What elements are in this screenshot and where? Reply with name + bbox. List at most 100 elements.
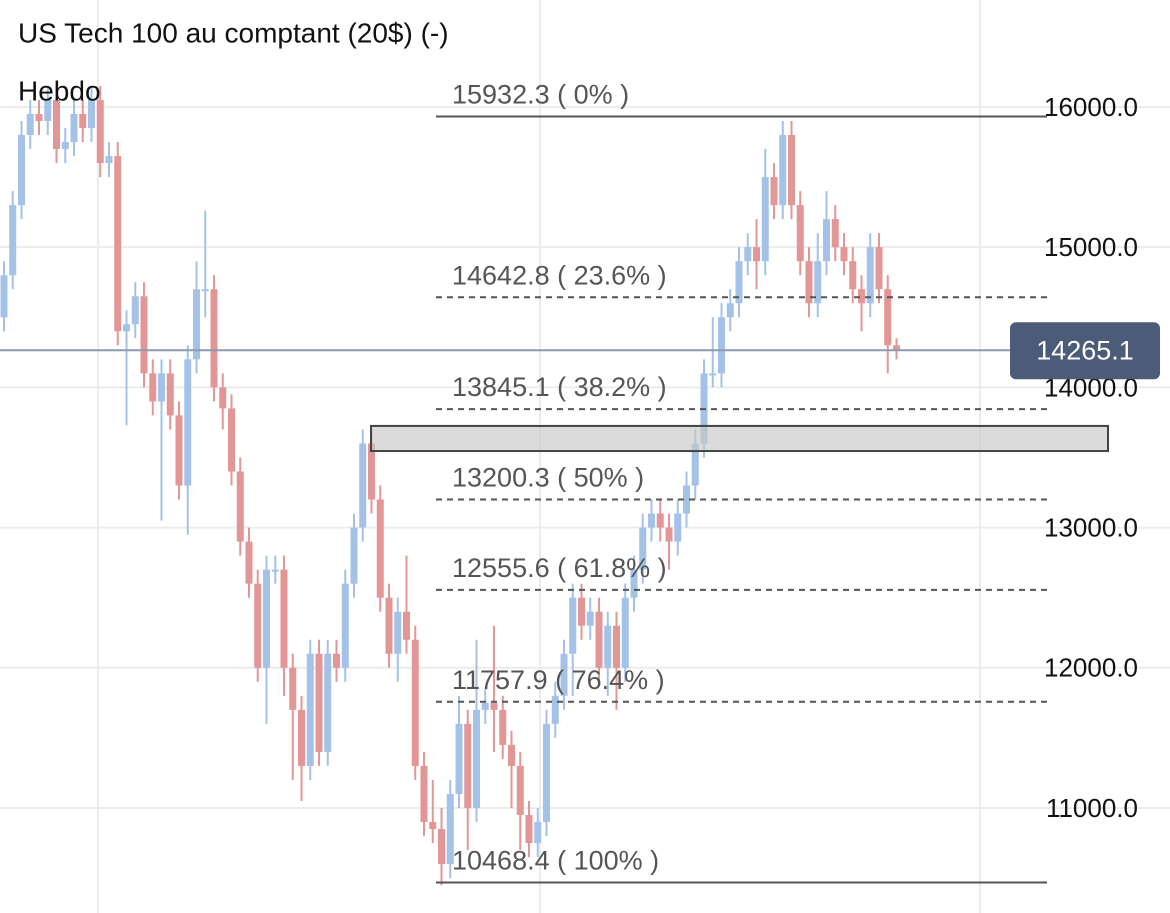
candles xyxy=(0,85,900,886)
candle-body xyxy=(385,597,393,654)
fib-label: 11757.9 ( 76.4% ) xyxy=(452,665,665,695)
candle-body xyxy=(516,765,524,815)
candle-body xyxy=(604,625,612,668)
candle-body xyxy=(735,261,743,304)
candle-body xyxy=(306,653,314,766)
candle-body xyxy=(228,408,235,472)
candle-body xyxy=(324,653,332,752)
candle-body xyxy=(289,667,297,710)
candle-body xyxy=(333,653,340,668)
candle-body xyxy=(210,289,218,388)
candle-body xyxy=(674,513,682,542)
candle-body xyxy=(753,247,760,262)
y-tick-label: 12000.0 xyxy=(1044,653,1138,683)
candle-body xyxy=(350,527,358,584)
candle-body xyxy=(280,569,288,668)
candle-body xyxy=(595,611,603,668)
candle-body xyxy=(613,625,620,668)
candle-body xyxy=(823,219,830,262)
candle-body xyxy=(534,822,542,844)
candle-body xyxy=(884,289,892,346)
candle-body xyxy=(770,177,778,206)
candle-body xyxy=(438,829,445,865)
candle-body xyxy=(236,471,244,542)
candle-body xyxy=(184,359,192,486)
fib-label: 10468.4 ( 100% ) xyxy=(452,846,659,876)
candle-body xyxy=(849,261,857,290)
candle-body xyxy=(796,205,804,262)
candle-body xyxy=(814,261,822,304)
candle-body xyxy=(473,709,480,808)
candle-body xyxy=(648,513,655,528)
candle-body xyxy=(341,583,349,668)
candle-body xyxy=(499,709,507,745)
candle-body xyxy=(665,527,673,542)
candle-body xyxy=(368,443,375,500)
candle-body xyxy=(411,639,419,766)
chart-subtitle: Hebdo xyxy=(18,75,101,106)
last-price-label: 14265.1 xyxy=(1036,335,1134,365)
candle-body xyxy=(166,373,174,416)
candle-body xyxy=(70,113,78,143)
candle-body xyxy=(35,113,43,121)
candle-body xyxy=(193,289,200,360)
candle-body xyxy=(691,443,699,486)
candle-body xyxy=(245,541,253,584)
candle-body xyxy=(394,611,402,654)
candle-body xyxy=(123,324,130,332)
candle-body xyxy=(201,289,209,292)
candle-body xyxy=(0,275,8,318)
candle-body xyxy=(543,723,550,823)
candle-body xyxy=(831,219,839,248)
candle-body xyxy=(219,387,227,409)
candle-body xyxy=(726,303,734,318)
y-tick-label: 13000.0 xyxy=(1044,512,1138,542)
candle-body xyxy=(44,99,52,121)
candle-body xyxy=(656,513,664,528)
candle-body xyxy=(586,611,594,626)
candle-body xyxy=(569,597,577,654)
candle-body xyxy=(578,597,585,626)
candle-body xyxy=(429,822,437,830)
candle-body xyxy=(630,569,638,598)
candle-body xyxy=(683,485,690,514)
candle-body xyxy=(254,583,262,668)
candle-body xyxy=(893,345,900,351)
candle-body xyxy=(709,373,717,376)
candle-body xyxy=(525,814,533,844)
chart-title: US Tech 100 au comptant (20$) (-) xyxy=(18,17,449,48)
fib-label: 12555.6 ( 61.8% ) xyxy=(452,553,667,583)
y-tick-label: 16000.0 xyxy=(1044,92,1138,122)
candle-body xyxy=(9,205,17,276)
candle-body xyxy=(79,113,87,129)
candle-body xyxy=(788,135,795,206)
candle-body xyxy=(761,177,769,262)
candle-body xyxy=(805,261,813,304)
last-price-badge xyxy=(1010,322,1160,380)
candle-body xyxy=(464,723,472,808)
candle-body xyxy=(744,247,752,262)
fib-label: 13200.3 ( 50% ) xyxy=(452,463,644,493)
candle-body xyxy=(875,247,883,290)
overlay: 11000.012000.013000.014000.015000.016000… xyxy=(0,80,1160,884)
candle-body xyxy=(175,415,183,486)
candle-body xyxy=(298,709,305,766)
candle-body xyxy=(131,296,139,325)
candle-body xyxy=(490,702,498,710)
candle-body xyxy=(481,702,489,710)
candle-body xyxy=(508,744,515,766)
candle-body xyxy=(403,611,410,640)
candle-body xyxy=(18,135,25,206)
candle-body xyxy=(866,247,874,304)
candle-body xyxy=(858,289,865,304)
candle-body xyxy=(61,142,69,150)
candle-body xyxy=(718,317,725,374)
y-tick-label: 11000.0 xyxy=(1046,793,1138,823)
candle-body xyxy=(271,569,279,572)
candle-body xyxy=(560,653,568,696)
candle-body xyxy=(621,597,629,668)
candle-body xyxy=(149,373,157,402)
candle-body xyxy=(88,99,95,129)
y-tick-label: 15000.0 xyxy=(1044,232,1138,262)
